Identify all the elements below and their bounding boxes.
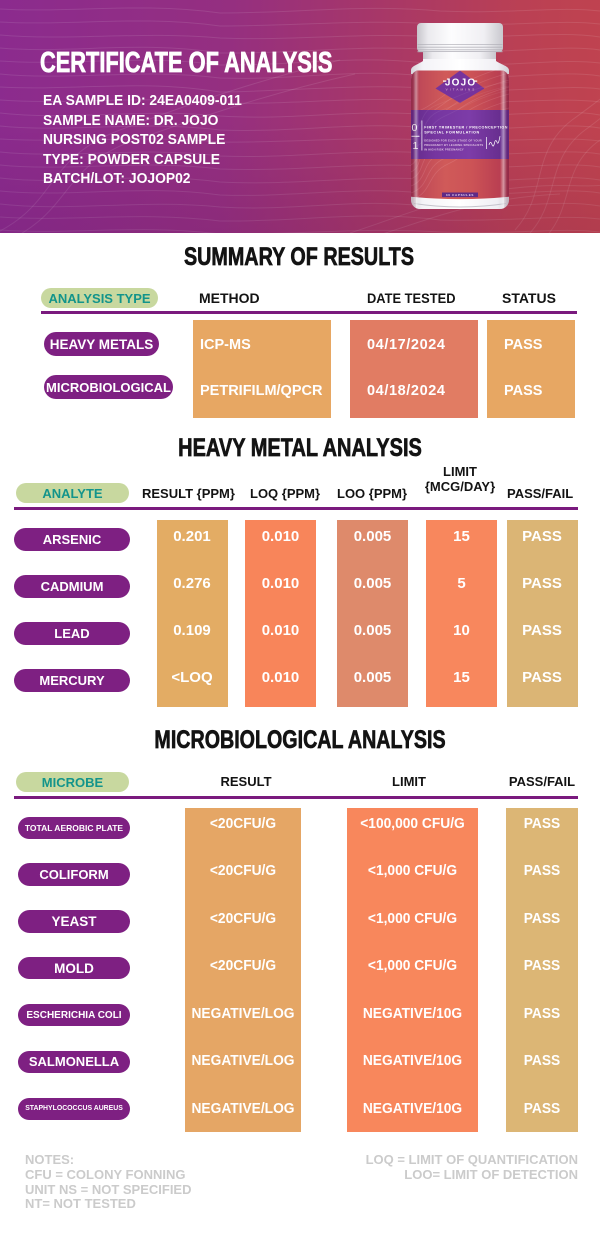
svg-text:IN HIGH RISK PREGNANCY: IN HIGH RISK PREGNANCY (424, 148, 464, 152)
svg-text:VITAMINS: VITAMINS (446, 87, 477, 91)
svg-text:FIRST TRIMESTER / PRECONCEPTIO: FIRST TRIMESTER / PRECONCEPTION (424, 126, 508, 130)
svg-text:DESIGNED FOR EACH STAGE OF YOU: DESIGNED FOR EACH STAGE OF YOUR (424, 139, 482, 143)
svg-text:30 CAPSULES: 30 CAPSULES (446, 193, 474, 197)
svg-text:PREGNANCY BY LEADING SPECIALIS: PREGNANCY BY LEADING SPECIALISTS (424, 143, 483, 147)
svg-text:JOJO: JOJO (445, 77, 476, 88)
svg-text:SPECIAL FORMULATION: SPECIAL FORMULATION (424, 130, 480, 134)
